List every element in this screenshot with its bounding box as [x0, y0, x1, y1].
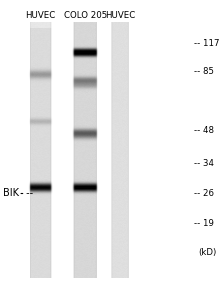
Text: --: -- [23, 188, 33, 199]
Text: HUVEC: HUVEC [26, 11, 56, 20]
Text: HUVEC: HUVEC [105, 11, 135, 20]
Text: -- 19: -- 19 [194, 219, 214, 228]
Text: BIK: BIK [3, 188, 19, 199]
Text: (kD): (kD) [198, 248, 217, 256]
Text: COLO 205: COLO 205 [64, 11, 107, 20]
Text: -- 48: -- 48 [194, 126, 214, 135]
Text: -- 26: -- 26 [194, 189, 214, 198]
Text: -- 34: -- 34 [194, 159, 214, 168]
Text: -- 117: -- 117 [194, 39, 220, 48]
Text: -- 85: -- 85 [194, 68, 214, 76]
